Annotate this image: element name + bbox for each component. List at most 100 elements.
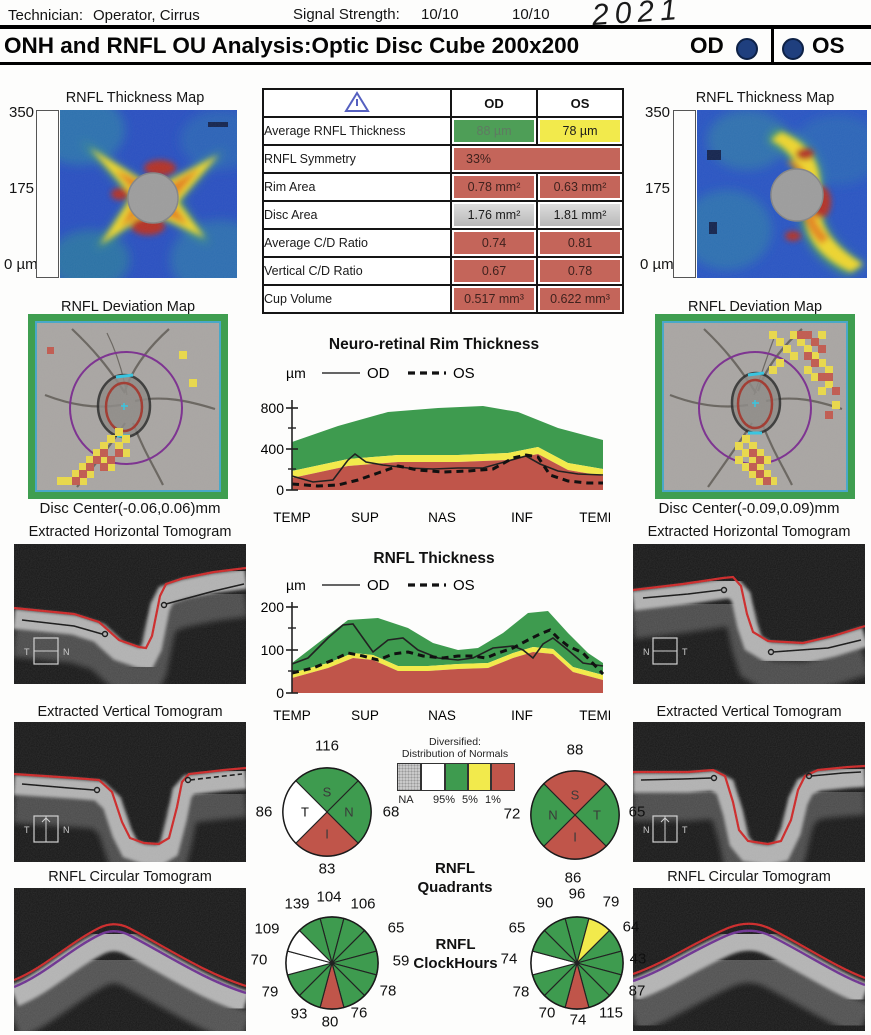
normals-legend-line2: Distribution of Normals [401, 748, 509, 760]
od-clock-2: 65 [387, 919, 405, 937]
od-clock-10: 109 [254, 920, 280, 938]
os-label: OS [812, 33, 845, 58]
od-clock-3: 59 [392, 952, 410, 970]
cup-volume-od: 0.517 mm³ [454, 288, 534, 310]
od-horizontal-tomogram: T N [14, 544, 246, 684]
od-vertical-tomogram: T N [14, 722, 246, 862]
od-label: OD [690, 33, 724, 58]
rim-xtick-nas: NAS [428, 510, 456, 525]
os-quadrants-pie: S T I N [529, 769, 621, 861]
rim-xtick-sup: SUP [351, 510, 379, 525]
rim-os-line [291, 453, 603, 488]
os-deviation-map [655, 314, 855, 499]
os-quad-letter-i: I [573, 829, 577, 845]
os-scale-350: 350 [645, 104, 671, 121]
rim-area-os: 0.63 mm² [540, 176, 620, 198]
row-label: Disc Area [262, 200, 452, 230]
legend-swatch-5 [468, 763, 491, 791]
col-header-os: OS [536, 88, 624, 118]
os-quad-letter-t: T [593, 807, 601, 823]
table-row: Cup Volume 0.517 mm³ 0.622 mm³ [262, 284, 624, 314]
os-value-cell: 0.622 mm³ [536, 284, 624, 314]
rim-thickness-chart: µm OD OS 800 400 0 TEMP SUP NAS INF TEMP [261, 365, 610, 525]
row-label: Average RNFL Thickness [262, 116, 452, 146]
os-clock-10: 65 [508, 919, 526, 937]
od-deviation-map-title: RNFL Deviation Map [60, 299, 196, 315]
rnfl-legend-od: OD [367, 577, 390, 594]
rnfl-xtick-sup: SUP [351, 708, 379, 723]
od-clock-11: 139 [284, 895, 310, 913]
legend-swatch-na [397, 763, 421, 791]
technician-value: Operator, Cirrus [93, 7, 200, 24]
os-vertical-tomogram: N T [633, 722, 865, 862]
od-horizontal-tomogram-title: Extracted Horizontal Tomogram [28, 524, 232, 540]
rnfl-od-line [291, 623, 604, 667]
od-clock-9: 70 [250, 951, 268, 969]
rim-xtick-inf: INF [511, 510, 533, 525]
os-circular-tomogram-title: RNFL Circular Tomogram [667, 869, 831, 885]
vert-cd-os: 0.78 [540, 260, 620, 282]
od-rnfl-thickness-map [60, 110, 237, 278]
rnfl-ytick-0: 0 [276, 685, 284, 701]
os-deviation-fundus [664, 323, 846, 490]
table-row: Disc Area 1.76 mm² 1.81 mm² [262, 200, 624, 230]
row-label: RNFL Symmetry [262, 144, 452, 174]
os-vertical-tomogram-title: Extracted Vertical Tomogram [656, 704, 842, 720]
rim-area-od: 0.78 mm² [454, 176, 534, 198]
od-quadrants-wedges [282, 767, 372, 857]
signal-strength-od: 10/10 [421, 6, 459, 23]
rnfl-xtick-inf: INF [511, 708, 533, 723]
rnfl-abnormal-band [292, 652, 603, 693]
legend-label-5: 5% [462, 794, 478, 806]
technician-label: Technician: [8, 7, 84, 24]
od-quad-letter-n: N [344, 804, 354, 820]
od-disc-center: Disc Center(-0.06,0.06)mm [39, 500, 221, 517]
os-clock-9: 74 [500, 950, 518, 968]
rnfl-normal-band [292, 611, 603, 675]
avg-rnfl-os: 78 µm [540, 120, 620, 142]
os-clock-11: 90 [536, 894, 554, 912]
legend-swatch-95 [421, 763, 445, 791]
rim-ytick-0: 0 [276, 482, 284, 498]
avg-rnfl-od: 88 µm [454, 120, 534, 142]
od-indicator-dot [736, 38, 758, 60]
os-clockhours-pie [529, 915, 625, 1011]
legend-label-1: 1% [485, 794, 501, 806]
row-label: Average C/D Ratio [262, 228, 452, 258]
rnfl-borderline-band [292, 647, 603, 680]
quadrants-heading-1: RNFL [435, 860, 475, 877]
rnfl-xtick-nas: NAS [428, 708, 456, 723]
title-top-rule [0, 25, 871, 29]
vert-cd-od: 0.67 [454, 260, 534, 282]
legend-label-95: 95% [432, 794, 456, 806]
os-quad-inf-value: 86 [564, 869, 582, 887]
table-row: RNFL Symmetry 33% [262, 144, 624, 174]
od-clock-5: 76 [350, 1004, 368, 1022]
os-horizontal-tomogram-title: Extracted Horizontal Tomogram [647, 524, 851, 540]
rnfl-symmetry-value: 33% [454, 148, 620, 170]
warning-cell [262, 88, 452, 118]
od-clock-6: 80 [321, 1013, 339, 1031]
os-clock-2: 64 [622, 918, 640, 936]
od-quad-letter-i: I [325, 826, 329, 842]
od-circular-tomogram-title: RNFL Circular Tomogram [48, 869, 212, 885]
od-quad-nas-value: 68 [382, 803, 400, 821]
os-scale-175: 175 [645, 180, 671, 197]
table-row: Rim Area 0.78 mm² 0.63 mm² [262, 172, 624, 202]
disc-area-os: 1.81 mm² [540, 204, 620, 226]
os-deviation-inner-border [662, 321, 848, 492]
od-thickness-map-title: RNFL Thickness Map [65, 90, 205, 106]
row-label: Rim Area [262, 172, 452, 202]
row-label: Cup Volume [262, 284, 452, 314]
clockhours-heading-1: RNFL [435, 936, 476, 953]
rnfl-ytick-100: 100 [261, 642, 285, 658]
od-clock-8: 79 [261, 983, 279, 1001]
od-os-divider [771, 25, 774, 65]
os-thickness-map-title: RNFL Thickness Map [695, 90, 835, 106]
table-header-row: OD OS [262, 88, 624, 118]
od-quad-letter-s: S [322, 784, 332, 800]
os-clock-7: 70 [538, 1004, 556, 1022]
os-value-cell: 1.81 mm² [536, 200, 624, 230]
summary-table: OD OS Average RNFL Thickness 88 µm 78 µm… [262, 88, 624, 314]
